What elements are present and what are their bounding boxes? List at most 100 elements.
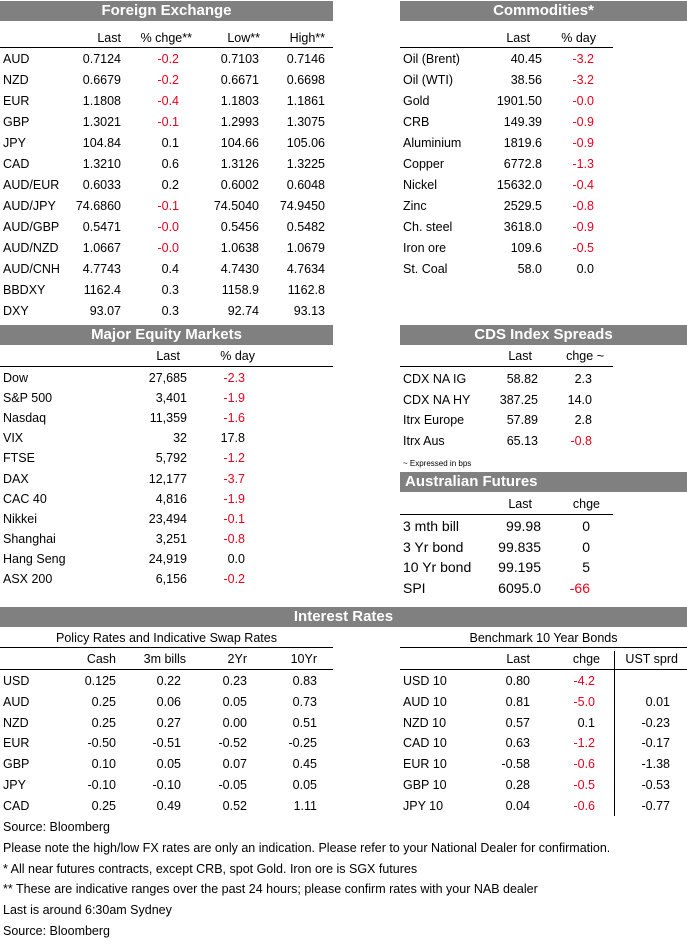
bond-row-change: -0.6: [573, 757, 595, 772]
futures-header-row: Last chge: [400, 496, 687, 512]
equity-row: ASX 200 6,156 -0.2: [0, 569, 333, 589]
policy-row-2yr: 0.00: [222, 715, 247, 730]
bonds-header-rule: [400, 669, 687, 670]
commodity-row-pct-day: -0.8: [572, 199, 594, 213]
policy-row-10yr: 1.11: [293, 798, 317, 813]
policy-rates-subtitle: Policy Rates and Indicative Swap Rates: [56, 631, 277, 645]
futures-row-contract: SPI: [403, 579, 426, 596]
fx-row: AUD/EUR 0.6033 0.2 0.6002 0.6048: [0, 175, 333, 195]
cds-header-change: chge ~: [566, 349, 604, 363]
policy-row: CAD 0.25 0.49 0.52 1.11: [0, 796, 333, 816]
fx-row-pct-change: 0.2: [161, 178, 179, 192]
cds-row: CDX NA HY 387.25 14.0: [400, 390, 687, 410]
policy-row-3m-bills: 0.27: [156, 715, 181, 730]
fx-row-high: 1.1861: [286, 94, 325, 108]
fx-header-high: High**: [289, 31, 325, 45]
commodity-row: Iron ore 109.6 -0.5: [400, 238, 687, 258]
fx-row-low: 1.2993: [220, 115, 259, 129]
cds-row-last: 58.82: [506, 372, 538, 386]
fx-row: AUD/JPY 74.6860 -0.1 74.5040 74.9450: [0, 196, 333, 216]
commodity-row-last: 15632.0: [496, 178, 542, 192]
equity-row-pct-day: -0.8: [223, 531, 245, 546]
fx-row-low: 74.5040: [213, 199, 259, 213]
policy-row: USD 0.125 0.22 0.23 0.83: [0, 671, 333, 691]
bond-row-bond: CAD 10: [403, 736, 447, 751]
equity-row: CAC 40 4,816 -1.9: [0, 489, 333, 509]
commodity-row: Gold 1901.50 -0.0: [400, 91, 687, 111]
bond-row-last: 0.04: [505, 798, 530, 813]
cds-header-row: Last chge ~: [400, 348, 687, 364]
equity-row-index: Nasdaq: [3, 411, 47, 426]
futures-row-change: 0: [582, 518, 590, 534]
fx-row-last: 0.7124: [82, 52, 121, 66]
commodity-row-pct-day: 0.0: [576, 262, 594, 276]
equity-row-pct-day: -1.2: [223, 451, 245, 466]
policy-row-2yr: 0.05: [222, 694, 247, 709]
fx-row-high: 1.3075: [286, 115, 325, 129]
cds-row-index: CDX NA HY: [403, 392, 471, 407]
equity-row-last: 3,251: [155, 531, 187, 546]
cds-header-rule: [400, 366, 613, 367]
equity-row: S&P 500 3,401 -1.9: [0, 388, 333, 408]
cds-header-last: Last: [508, 349, 532, 363]
futures-row-last: 99.195: [498, 559, 541, 575]
policy-row-3m-bills: 0.05: [156, 757, 181, 772]
cds-row: Itrx Aus 65.13 -0.8: [400, 431, 687, 451]
equity-row-index: S&P 500: [3, 391, 53, 406]
policy-row: EUR -0.50 -0.51 -0.52 -0.25: [0, 733, 333, 753]
cds-row-change: 2.3: [574, 372, 592, 386]
fx-row-low: 0.5456: [220, 220, 259, 234]
equity-row-last: 27,685: [148, 371, 187, 385]
futures-row: SPI 6095.0 -66: [400, 578, 687, 598]
commodities-header-row: Last % day: [400, 30, 687, 46]
fx-header-low: Low**: [227, 31, 260, 45]
policy-header-2yr: 2Yr: [227, 652, 247, 666]
equity-row-last: 4,816: [155, 491, 187, 506]
commodity-row: Ch. steel 3618.0 -0.9: [400, 217, 687, 237]
fx-row-last: 1.0667: [82, 241, 121, 255]
commodities-section-title: Commodities*: [400, 1, 687, 21]
cds-row-index: CDX NA IG: [403, 372, 467, 386]
equity-row-last: 3,401: [155, 391, 187, 406]
fx-row-symbol: AUD/JPY: [3, 199, 56, 213]
policy-row-3m-bills: -0.51: [152, 736, 182, 751]
fx-row-low: 92.74: [227, 304, 259, 318]
futures-header-change: chge: [572, 497, 600, 511]
policy-row-10yr: 0.83: [292, 674, 317, 688]
policy-row-2yr: 0.23: [222, 674, 247, 688]
fx-row-low: 4.7430: [220, 262, 259, 276]
commodity-row-last: 38.56: [510, 73, 542, 87]
futures-row: 3 Yr bond 99.835 0: [400, 537, 687, 557]
bonds-subtitle-rule: [400, 647, 687, 648]
footnote-line: Last is around 6:30am Sydney: [3, 903, 172, 918]
policy-row-3m-bills: 0.22: [156, 674, 181, 688]
fx-row-high: 105.06: [286, 136, 325, 150]
equity-row-pct-day: -3.7: [223, 471, 245, 486]
commodity-row-pct-day: -0.5: [572, 241, 594, 255]
fx-row-last: 1.3210: [82, 157, 121, 171]
policy-header-10yr: 10Yr: [290, 652, 317, 666]
policy-row-cash: -0.10: [87, 778, 117, 792]
fx-row-symbol: EUR: [3, 94, 30, 108]
policy-row-10yr: 0.73: [292, 694, 317, 709]
policy-row-cash: 0.25: [91, 798, 116, 813]
policy-row-3m-bills: 0.49: [156, 798, 181, 813]
fx-row-high: 0.7146: [286, 52, 325, 66]
commodity-row-pct-day: -0.9: [572, 220, 594, 234]
fx-row-low: 1.0638: [220, 241, 259, 255]
cds-row-index: Itrx Europe: [403, 413, 465, 427]
cds-row-change: -0.8: [570, 433, 592, 448]
policy-row-currency: GBP: [3, 757, 30, 772]
equity-row-index: Dow: [3, 371, 29, 385]
equity-row-index: Nikkei: [3, 511, 38, 526]
fx-row-high: 1.3225: [286, 157, 325, 171]
commodity-row: Copper 6772.8 -1.3: [400, 154, 687, 174]
bond-row-last: 0.80: [505, 674, 530, 688]
commodity-row-last: 58.0: [517, 262, 542, 276]
fx-row-symbol: CAD: [3, 157, 30, 171]
bond-row-ust-spread: -0.53: [641, 778, 671, 792]
footnote-line: * All near futures contracts, except CRB…: [3, 861, 418, 876]
fx-row: BBDXY 1162.4 0.3 1158.9 1162.8: [0, 280, 333, 300]
commodity-row-name: CRB: [403, 115, 430, 129]
equity-row-last: 24,919: [148, 551, 187, 566]
